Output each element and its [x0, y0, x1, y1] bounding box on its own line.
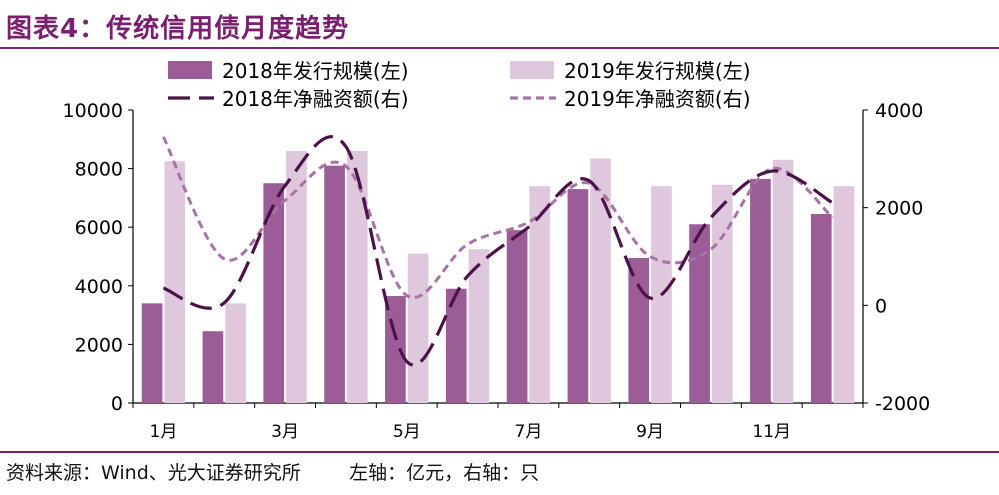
legend-item-2019-net-financing: 2019年净融资额(右): [510, 87, 751, 111]
legend-label: 2019年发行规模(左): [564, 59, 751, 83]
bar-2018: [385, 296, 406, 403]
chart-tick-labels: 0 2000 4000 6000 8000 10000 -2000 0 2000 4000 1月 3月…: [63, 100, 931, 442]
left-tick-label: 0: [111, 393, 123, 415]
x-tick-label: 11月: [752, 422, 791, 442]
bar-2018: [324, 165, 345, 403]
legend-item-2019-issuance: 2019年发行规模(左): [510, 59, 751, 83]
bar-2019: [529, 186, 551, 403]
left-tick-label: 4000: [75, 276, 123, 298]
legend-swatch: [168, 61, 212, 79]
bar-2018: [689, 224, 710, 403]
bar-2019: [711, 184, 733, 403]
bar-2019: [590, 158, 611, 403]
right-tick-label: 4000: [875, 100, 923, 122]
axis-unit-note: 左轴：亿元，右轴：只: [349, 462, 540, 484]
bar-2018: [567, 189, 589, 403]
legend-item-2018-issuance: 2018年发行规模(左): [168, 59, 409, 83]
bar-2019: [346, 151, 368, 403]
right-tick-label: 2000: [875, 198, 923, 220]
left-tick-label: 10000: [63, 100, 123, 122]
right-tick-label: 0: [875, 295, 887, 317]
chart: 2018年发行规模(左) 2019年发行规模(左) 2018年净融资额(右) 2019…: [63, 59, 931, 442]
bar-2019: [164, 161, 186, 403]
bar-2018: [506, 230, 528, 403]
bar-2018: [202, 331, 224, 403]
chart-lines: [162, 135, 834, 367]
figure-title: 图表4：传统信用债月度趋势: [6, 14, 350, 44]
chart-bars: [141, 151, 855, 403]
bar-2019: [772, 159, 794, 403]
chart-axes: [128, 109, 868, 408]
legend-swatch: [510, 61, 554, 79]
bar-2019: [225, 303, 246, 403]
x-tick-label: 9月: [636, 422, 664, 442]
right-tick-label: -2000: [875, 393, 930, 415]
line-2018-net-financing: [162, 135, 834, 367]
legend-label: 2019年净融资额(右): [564, 87, 751, 111]
bar-2018: [628, 257, 650, 403]
left-tick-label: 2000: [75, 334, 123, 356]
legend-label: 2018年发行规模(左): [222, 59, 409, 83]
bar-2018: [750, 178, 771, 403]
bar-2019: [286, 151, 307, 403]
bar-2018: [445, 288, 467, 403]
x-tick-label: 5月: [393, 422, 421, 442]
chart-legend: 2018年发行规模(左) 2019年发行规模(左) 2018年净融资额(右) 2019…: [168, 59, 751, 111]
line-2019-net-financing: [162, 136, 834, 300]
source-note: 资料来源：Wind、光大证券研究所: [6, 462, 301, 484]
x-tick-label: 1月: [150, 422, 178, 442]
bar-2018: [810, 214, 832, 403]
footer: 资料来源：Wind、光大证券研究所 左轴：亿元，右轴：只: [6, 458, 539, 485]
bar-2019: [407, 253, 429, 403]
left-tick-label: 6000: [75, 217, 123, 239]
bar-2019: [468, 249, 490, 403]
legend-label: 2018年净融资额(右): [222, 87, 409, 111]
title-row: 图表4：传统信用债月度趋势: [0, 0, 999, 50]
bar-2018: [263, 183, 285, 403]
title-rule: [0, 47, 999, 49]
bar-2019: [833, 186, 855, 403]
footer-rule: [0, 451, 999, 453]
left-tick-label: 8000: [75, 159, 123, 181]
x-tick-label: 3月: [271, 422, 299, 442]
x-tick-label: 7月: [515, 422, 543, 442]
legend-item-2018-net-financing: 2018年净融资额(右): [168, 87, 409, 111]
bar-2018: [141, 303, 163, 403]
